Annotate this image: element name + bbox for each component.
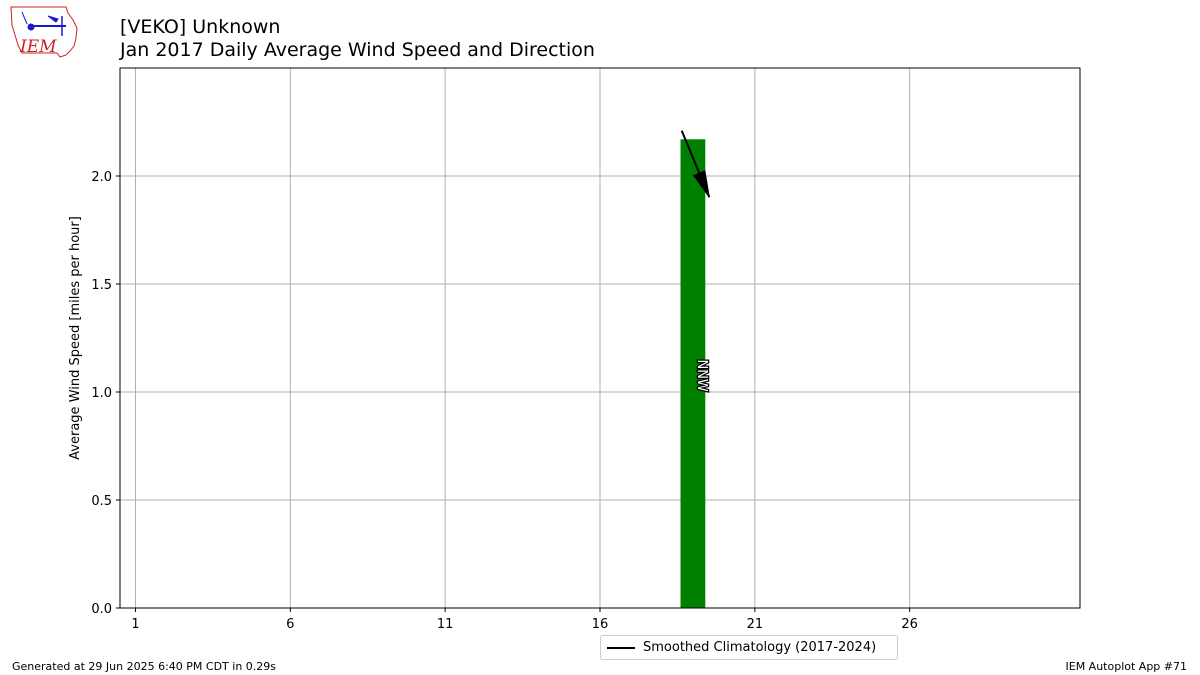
- chart-title-line1: [VEKO] Unknown: [120, 16, 281, 38]
- y-tick-label: 1.0: [91, 386, 112, 401]
- grid-lines: [120, 68, 1080, 609]
- x-tick-label: 16: [592, 617, 609, 632]
- logo-text: IEM: [19, 37, 57, 57]
- wind-speed-bar: [680, 139, 706, 608]
- footer-generated: Generated at 29 Jun 2025 6:40 PM CDT in …: [12, 660, 277, 673]
- x-tick-label: 6: [286, 617, 294, 632]
- y-tick-label: 2.0: [91, 170, 112, 185]
- plot-frame: [119, 67, 1081, 609]
- logo-weather-icon: [21, 11, 66, 36]
- bar-series: NNW: [680, 130, 711, 608]
- footer-app: IEM Autoplot App #71: [1065, 660, 1188, 673]
- y-tick-label: 0.0: [91, 602, 112, 617]
- chart-title-line2: Jan 2017 Daily Average Wind Speed and Di…: [120, 39, 595, 61]
- axis-ticks: 1 6 11 16 21 260.00.51.01.52.0: [91, 170, 918, 632]
- iem-logo: IEM: [10, 6, 78, 58]
- y-axis-label: Average Wind Speed [miles per hour]: [68, 216, 83, 460]
- logo-state-outline: [10, 6, 78, 58]
- legend-label: Smoothed Climatology (2017-2024): [643, 640, 877, 655]
- wind-direction-arrow-head: [693, 170, 710, 198]
- x-tick-label: 1: [131, 617, 139, 632]
- legend-line-swatch: [607, 646, 635, 649]
- x-tick-label: 11: [437, 617, 454, 632]
- y-tick-label: 1.5: [91, 278, 112, 293]
- x-tick-label: 26: [901, 617, 918, 632]
- x-tick-label: 21: [747, 617, 764, 632]
- y-tick-label: 0.5: [91, 494, 112, 509]
- bar-direction-label: NNW: [694, 359, 709, 391]
- legend: Smoothed Climatology (2017-2024): [600, 635, 898, 660]
